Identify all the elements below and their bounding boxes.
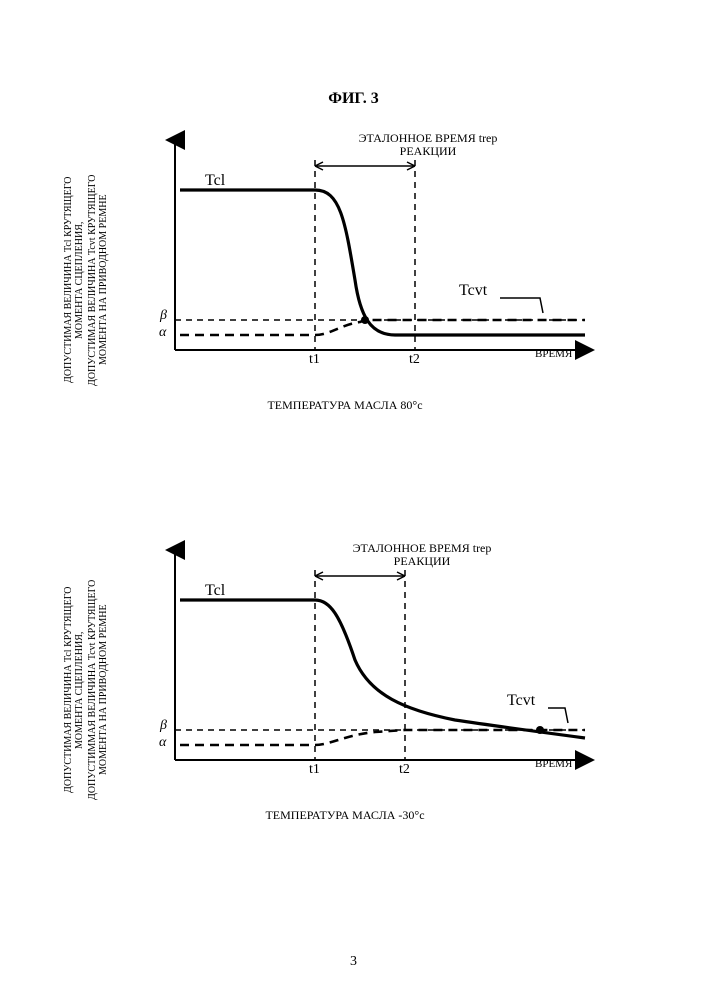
chart-top: ДОПУСТИМАЯ ВЕЛИЧИНА Tcl КРУТЯЩЕГО МОМЕНТ… [115, 130, 615, 430]
trep-header: ЭТАЛОННОЕ ВРЕМЯ trep РЕАКЦИИ [343, 132, 513, 158]
trep-header-b: ЭТАЛОННОЕ ВРЕМЯ trep РЕАКЦИИ [337, 542, 507, 568]
tcl-curve-b [180, 600, 585, 738]
beta-label-b: β [160, 718, 167, 734]
page-number: 3 [0, 954, 707, 970]
trep-line1-b: ЭТАЛОННОЕ ВРЕМЯ trep [353, 541, 492, 555]
ylabel-group: ДОПУСТИМАЯ ВЕЛИЧИНА Tcl КРУТЯЩЕГО МОМЕНТ… [85, 130, 125, 430]
ylabel-group-b: ДОПУСТИМАЯ ВЕЛИЧИНА Tcl КРУТЯЩЕГО МОМЕНТ… [85, 540, 125, 840]
alpha-label: α [159, 325, 166, 341]
ylabel-inner: ДОПУСТИМАЯ ВЕЛИЧИНА Tcvt КРУТЯЩЕГО МОМЕН… [87, 130, 109, 430]
temp-caption-top: ТЕМПЕРАТУРА МАСЛА 80°c [145, 398, 545, 413]
alpha-label-b: α [159, 735, 166, 751]
x-axis-label: ВРЕМЯ t [535, 348, 578, 360]
chart-bottom: ДОПУСТИМАЯ ВЕЛИЧИНА Tcl КРУТЯЩЕГО МОМЕНТ… [115, 540, 615, 840]
tcvt-curve-b [180, 730, 585, 745]
tcvt-label-b: Tcvt [507, 692, 535, 710]
tcl-label-b: Tcl [205, 582, 225, 600]
tcvt-label: Tcvt [459, 282, 487, 300]
tcl-label: Tcl [205, 172, 225, 190]
t1-label-b: t1 [309, 762, 320, 778]
x-axis-label-b: ВРЕМЯ t [535, 758, 578, 770]
ylabel-inner-b: ДОПУСТИММАЯ ВЕЛИЧИНА Tcvt КРУТЯЩЕГО МОМЕ… [87, 540, 109, 840]
beta-label: β [160, 308, 167, 324]
ylabel-outer: ДОПУСТИМАЯ ВЕЛИЧИНА Tcl КРУТЯЩЕГО МОМЕНТ… [63, 130, 85, 430]
t2-label: t2 [409, 352, 420, 368]
t2-label-b: t2 [399, 762, 410, 778]
tcvt-callout [500, 298, 543, 313]
ylabel-outer-b: ДОПУСТИМАЯ ВЕЛИЧИНА Tcl КРУТЯЩЕГО МОМЕНТ… [63, 540, 85, 840]
trep-line2: РЕАКЦИИ [400, 144, 457, 158]
trep-line2-b: РЕАКЦИИ [394, 554, 451, 568]
trep-line1: ЭТАЛОННОЕ ВРЕМЯ trep [359, 131, 498, 145]
temp-caption-bottom: ТЕМПЕРАТУРА МАСЛА -30°c [145, 808, 545, 823]
figure-title: ФИГ. 3 [0, 90, 707, 108]
intersection-marker [361, 316, 369, 324]
tcvt-callout-b [548, 708, 568, 723]
tcl-curve [180, 190, 585, 335]
t1-label: t1 [309, 352, 320, 368]
page: ФИГ. 3 ДОПУСТИМАЯ ВЕЛИЧИНА Tcl КРУТЯЩЕГО… [0, 0, 707, 1000]
intersection-marker-b [536, 726, 544, 734]
